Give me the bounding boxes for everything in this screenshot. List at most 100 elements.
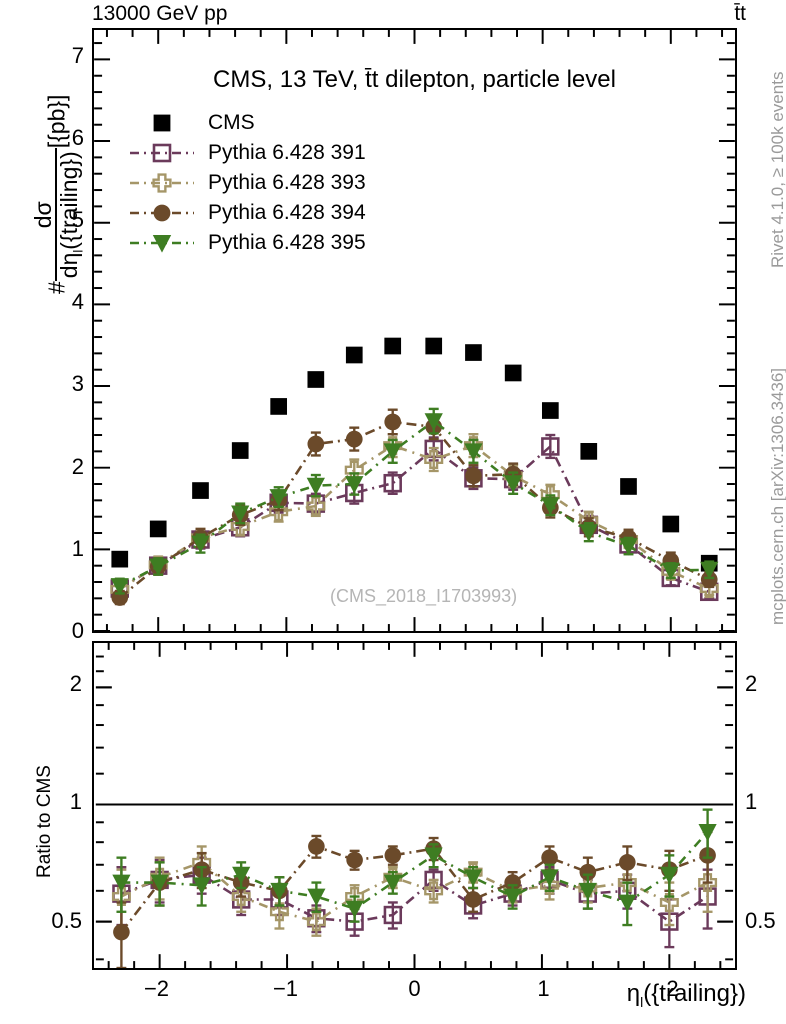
data-point (541, 497, 560, 515)
data-point (383, 874, 402, 893)
legend-item-2[interactable]: Pythia 6.428 393 (128, 168, 366, 198)
data-point (504, 364, 522, 382)
data-point (383, 905, 403, 925)
data-point (269, 489, 288, 507)
data-point (152, 143, 172, 163)
series-line-1 (119, 444, 710, 594)
data-point (700, 561, 719, 580)
process-label: t̄t (734, 2, 746, 25)
data-point (618, 894, 637, 912)
beam-energy-label: 13000 GeV pp (92, 2, 228, 25)
legend-label: Pythia 6.428 395 (208, 231, 366, 254)
data-point (149, 558, 168, 577)
main-plot-panel (92, 28, 737, 633)
legend-label: Pythia 6.428 393 (208, 171, 366, 194)
data-point (269, 502, 289, 522)
data-point (153, 114, 171, 132)
data-point (152, 235, 172, 253)
legend-item-4[interactable]: Pythia 6.428 395 (128, 228, 366, 258)
ratio-plot-panel (92, 641, 737, 970)
data-point (383, 443, 402, 461)
data-point (579, 863, 597, 881)
rivet-version-credit: Rivet 4.1.0, ≥ 100k events (768, 71, 786, 268)
data-point (232, 866, 251, 885)
data-point (424, 881, 444, 901)
data-point (153, 204, 171, 222)
data-point (424, 847, 443, 865)
data-point (306, 912, 326, 932)
x-axis-title: ηl({trailing}) (626, 980, 746, 1010)
data-point (192, 877, 211, 895)
data-point (110, 578, 129, 596)
x-tick-label: 1 (537, 976, 550, 1001)
data-point (503, 888, 522, 907)
data-point (698, 824, 717, 842)
x-tick-label: −1 (272, 976, 299, 1001)
data-point (306, 496, 326, 516)
data-point (307, 371, 325, 388)
data-point (269, 902, 289, 922)
series-line-4 (119, 419, 710, 588)
legend-item-1[interactable]: Pythia 6.428 391 (128, 138, 366, 168)
data-point (464, 891, 482, 908)
legend-item-3[interactable]: Pythia 6.428 394 (128, 198, 366, 228)
data-point (152, 173, 172, 193)
data-point (384, 337, 402, 355)
filled-triangle-marker (128, 230, 196, 256)
data-point (270, 398, 288, 415)
ratio-y-tick-label: 0.5 (51, 908, 82, 934)
legend: CMS Pythia 6.428 391 Pythia 6.428 393 Pythi… (128, 108, 366, 258)
data-point (345, 900, 364, 919)
data-point (619, 538, 638, 556)
data-point (620, 478, 637, 495)
data-point (270, 882, 289, 901)
data-point (662, 515, 680, 533)
data-point (504, 874, 521, 891)
main-y-tick-label: 6 (71, 124, 84, 150)
data-point (111, 887, 131, 907)
main-plot-canvas (94, 30, 735, 631)
data-point (619, 854, 636, 871)
data-point (231, 887, 251, 907)
main-y-tick-label: 1 (71, 535, 84, 561)
data-point (424, 449, 444, 470)
data-point (463, 862, 483, 882)
data-point (541, 437, 560, 456)
open-square-marker (128, 140, 196, 166)
main-y-tick-label: 7 (71, 42, 84, 68)
data-point (700, 571, 718, 588)
main-y-tick-label: 3 (71, 371, 84, 397)
x-tick-label: 2 (666, 976, 679, 1001)
y-axis-title: # dσ dηl({trailing}) [{pb}] (0, 36, 86, 296)
data-point (231, 442, 249, 459)
data-point (345, 476, 364, 494)
data-point (231, 505, 250, 523)
filled-circle-marker (128, 200, 196, 226)
analysis-id-watermark: (CMS_2018_I1703993) (330, 586, 518, 606)
ratio-y-tick-label-right: 0.5 (745, 908, 776, 934)
data-point (346, 851, 363, 869)
data-point (464, 443, 483, 461)
legend-label: CMS (208, 111, 255, 134)
data-point (307, 888, 326, 907)
ratio-y-tick-label-right: 2 (745, 670, 758, 696)
data-point (383, 473, 402, 493)
ratio-y-tick-label: 1 (69, 789, 82, 815)
ratio-plot-canvas (95, 643, 734, 968)
data-point (149, 520, 167, 538)
data-point (504, 475, 523, 493)
data-point (579, 524, 598, 542)
main-y-tick-label: 4 (71, 289, 84, 315)
data-point (541, 849, 558, 866)
data-point (191, 535, 210, 554)
data-point (541, 402, 559, 419)
ratio-line-4 (121, 831, 709, 911)
legend-item-0[interactable]: CMS (128, 108, 366, 138)
data-point (306, 477, 325, 496)
ratio-line-1 (120, 873, 709, 924)
data-point (113, 923, 130, 941)
data-point (425, 337, 443, 355)
data-point (192, 482, 209, 499)
ratio-y-tick-label-right: 1 (745, 789, 758, 815)
data-point (464, 869, 483, 887)
